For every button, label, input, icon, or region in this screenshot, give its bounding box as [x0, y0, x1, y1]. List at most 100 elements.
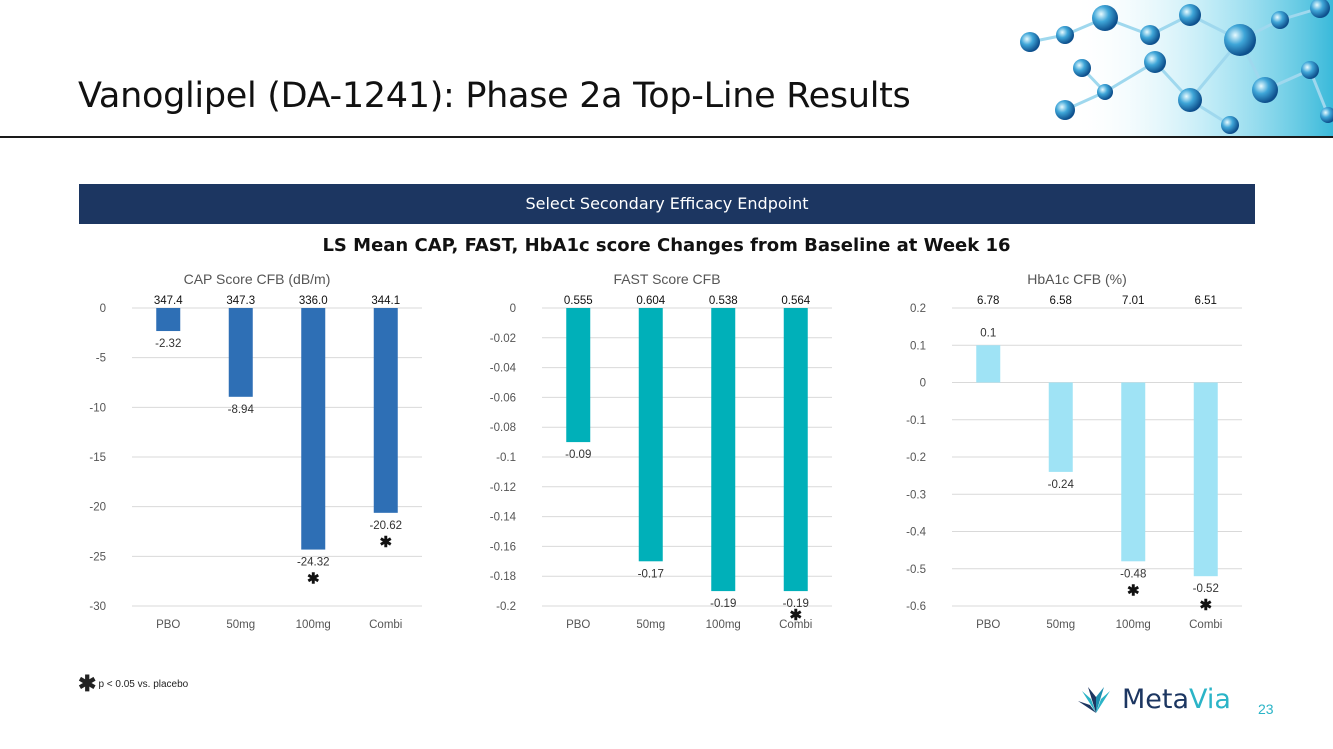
baseline-value-label: 6.78: [977, 295, 999, 307]
data-label: -0.24: [1048, 479, 1075, 491]
data-label: -0.52: [1193, 583, 1219, 595]
x-tick-label: 50mg: [1046, 619, 1075, 631]
chart-title: CAP Score CFB (dB/m): [184, 271, 331, 287]
bar: [566, 308, 591, 443]
bar: [228, 308, 253, 397]
bar: [373, 308, 398, 513]
hba1c-chart: HbA1c CFB (%) 0.2 0.1 0 -0.1 -0.2 -0.3 -0.4 -0.5…: [900, 262, 1250, 642]
data-label: -0.09: [565, 449, 591, 461]
fast-score-chart: FAST Score CFB 0 -0.02 -0.04 -0.06 -0.08 -0.1 -…: [490, 262, 840, 642]
y-tick-label: -5: [96, 353, 106, 365]
y-tick-label: -0.4: [906, 527, 926, 539]
page-number: 23: [1258, 701, 1274, 717]
x-tick-label: 50mg: [636, 619, 665, 631]
baseline-value-label: 0.538: [709, 295, 738, 307]
fast-score-chart-svg: FAST Score CFB 0 -0.02 -0.04 -0.06 -0.08 -0.1 -…: [490, 271, 832, 631]
y-tick-label: -0.18: [490, 571, 516, 583]
chart-title: HbA1c CFB (%): [1027, 271, 1127, 287]
y-tick-label: -0.2: [906, 452, 926, 464]
y-tick-label: 0: [510, 303, 516, 315]
y-tick-label: -0.5: [906, 564, 926, 576]
significance-asterisk: ✱: [379, 534, 392, 551]
x-tick-label: 100mg: [1116, 619, 1151, 631]
bar: [976, 345, 1001, 383]
data-label: 0.1: [980, 327, 996, 339]
bar: [638, 308, 663, 562]
y-tick-label: -15: [89, 452, 106, 464]
baseline-value-label: 7.01: [1122, 295, 1144, 307]
y-tick-label: 0: [920, 378, 926, 390]
y-tick-label: 0.2: [910, 303, 926, 315]
significance-asterisk: ✱: [307, 571, 320, 588]
baseline-value-label: 6.58: [1050, 295, 1072, 307]
significance-asterisk: ✱: [1199, 597, 1212, 614]
significance-asterisk: ✱: [1127, 582, 1140, 599]
baseline-value-label: 347.3: [226, 295, 255, 307]
y-tick-label: -30: [89, 601, 106, 613]
significance-asterisk: ✱: [789, 607, 802, 624]
y-tick-label: -0.2: [496, 601, 516, 613]
y-tick-label: -20: [89, 502, 106, 514]
company-logo: MetaVia: [1078, 684, 1231, 715]
y-tick-label: -10: [89, 402, 106, 414]
slide-title: Vanoglipel (DA-1241): Phase 2a Top-Line …: [78, 76, 911, 116]
hba1c-chart-svg: HbA1c CFB (%) 0.2 0.1 0 -0.1 -0.2 -0.3 -0.4 -0.5…: [906, 271, 1242, 631]
y-tick-label: -0.06: [490, 392, 516, 404]
y-tick-label: -0.14: [490, 512, 517, 524]
baseline-value-label: 344.1: [371, 295, 400, 307]
baseline-value-label: 6.51: [1195, 295, 1217, 307]
significance-footnote: ✱ p < 0.05 vs. placebo: [78, 671, 189, 696]
baseline-value-label: 0.604: [636, 295, 665, 307]
asterisk-icon: ✱: [78, 671, 97, 696]
x-tick-label: Combi: [779, 619, 812, 631]
x-tick-label: PBO: [156, 619, 180, 631]
y-tick-label: -0.1: [496, 452, 516, 464]
baseline-value-label: 336.0: [299, 295, 328, 307]
cap-score-chart: CAP Score CFB (dB/m) 0 -5 -10 -15 -20 -25 -30 34…: [80, 262, 430, 642]
y-tick-label: 0: [100, 303, 106, 315]
brand-name-suffix: Via: [1189, 684, 1231, 715]
brand-name: MetaVia: [1122, 684, 1231, 715]
footnote-text: p < 0.05 vs. placebo: [98, 678, 189, 690]
x-tick-label: 50mg: [226, 619, 255, 631]
y-tick-label: -25: [89, 551, 106, 563]
bar: [156, 308, 181, 332]
data-label: -0.17: [638, 568, 664, 580]
x-tick-label: PBO: [566, 619, 590, 631]
x-tick-label: PBO: [976, 619, 1000, 631]
title-divider: [0, 136, 1333, 138]
baseline-value-label: 0.564: [781, 295, 810, 307]
y-tick-label: -0.02: [490, 333, 516, 345]
bar: [1121, 382, 1146, 562]
bar: [1048, 382, 1073, 472]
y-tick-label: -0.04: [490, 363, 517, 375]
y-tick-label: -0.1: [906, 415, 926, 427]
x-tick-label: 100mg: [296, 619, 331, 631]
bar: [1193, 382, 1218, 577]
y-tick-label: -0.3: [906, 489, 926, 501]
baseline-value-label: 0.555: [564, 295, 593, 307]
logo-mark-icon: [1078, 686, 1110, 713]
data-label: -8.94: [228, 404, 255, 416]
y-tick-label: -0.12: [490, 482, 516, 494]
data-label: -24.32: [297, 557, 330, 569]
brand-name-prefix: Meta: [1122, 684, 1190, 715]
x-tick-label: Combi: [1189, 619, 1222, 631]
baseline-value-label: 347.4: [154, 295, 183, 307]
y-tick-label: -0.08: [490, 422, 516, 434]
x-tick-label: Combi: [369, 619, 402, 631]
cap-score-chart-svg: CAP Score CFB (dB/m) 0 -5 -10 -15 -20 -25 -30 34…: [89, 271, 422, 631]
section-banner: Select Secondary Efficacy Endpoint: [79, 184, 1255, 224]
data-label: -0.19: [710, 598, 736, 610]
data-label: -0.48: [1120, 568, 1146, 580]
data-label: -20.62: [369, 520, 402, 532]
chart-group-heading: LS Mean CAP, FAST, HbA1c score Changes f…: [322, 235, 1011, 256]
data-label: -0.19: [783, 598, 809, 610]
chart-title: FAST Score CFB: [613, 271, 720, 287]
bar: [301, 308, 326, 550]
data-label: -2.32: [155, 338, 181, 350]
y-tick-label: 0.1: [910, 340, 926, 352]
x-tick-label: 100mg: [706, 619, 741, 631]
bar: [783, 308, 808, 592]
molecule-illustration: [1020, 0, 1333, 136]
